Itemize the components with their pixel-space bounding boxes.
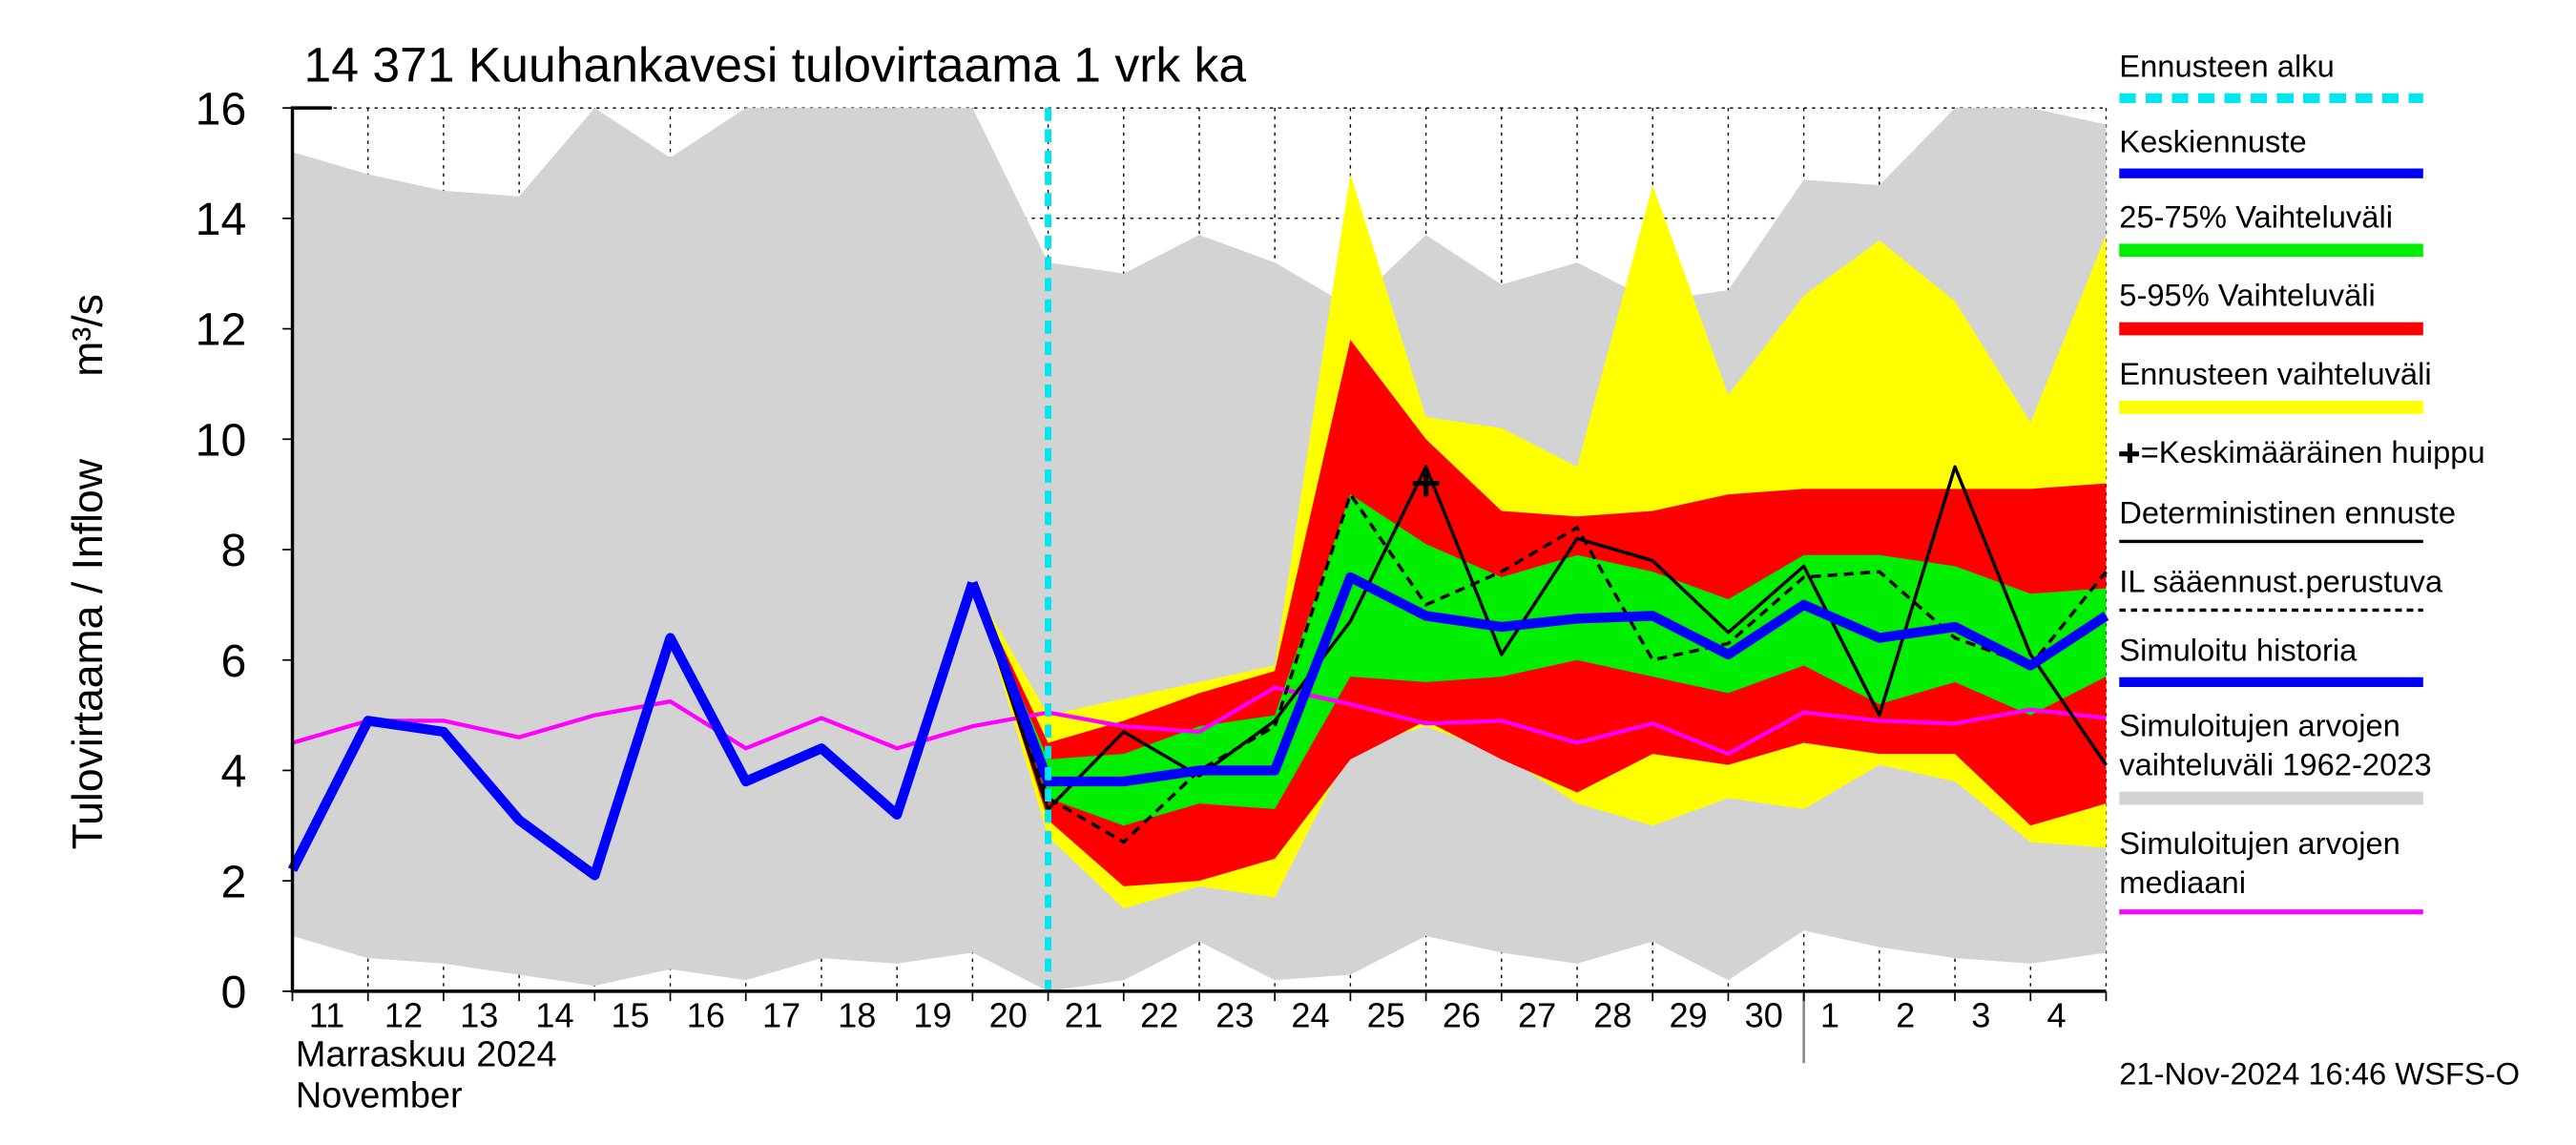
legend-item: Keskiennuste — [2119, 124, 2513, 178]
x-tick-label: 3 — [1971, 996, 1990, 1035]
x-tick-label: 30 — [1745, 996, 1783, 1035]
legend-swatch — [2119, 677, 2423, 688]
legend-item: Simuloitujen arvojen mediaani — [2119, 826, 2513, 914]
legend-item: 25-75% Vaihteluväli — [2119, 199, 2513, 258]
legend-item: Ennusteen alku — [2119, 49, 2513, 104]
legend-text: =Keskimääräinen huippu — [2140, 436, 2485, 471]
x-tick-label: 13 — [460, 996, 498, 1035]
legend-label: Keskiennuste — [2119, 126, 2307, 161]
series-line — [970, 465, 2108, 811]
legend-swatch — [2119, 93, 2423, 104]
legend-label: Simuloitujen arvojen vaihteluväli 1962-2… — [2119, 710, 2432, 784]
y-axis-unit: m³/s — [65, 294, 112, 377]
series-line — [291, 685, 2107, 757]
legend-swatch — [2119, 539, 2423, 544]
legend-swatch — [2119, 909, 2423, 914]
legend-label: =Keskimääräinen huippu — [2119, 435, 2513, 474]
legend-item: =Keskimääräinen huippu — [2119, 435, 2513, 474]
legend-swatch — [2119, 243, 2423, 258]
x-tick-label: 12 — [384, 996, 423, 1035]
footer: 21-Nov-2024 16:46 WSFS-O — [2119, 1056, 2520, 1092]
legend-swatch — [2119, 168, 2423, 178]
band-area — [972, 494, 2107, 826]
legend: Ennusteen alku Keskiennuste 25-75% Vaihtel… — [2119, 49, 2513, 934]
series-line — [967, 572, 2109, 787]
series-line — [970, 492, 2108, 844]
y-tick-label: 6 — [220, 635, 246, 687]
x-tick-label: 15 — [612, 996, 650, 1035]
legend-swatch — [2119, 791, 2423, 805]
legend-item: Simuloitu historia — [2119, 633, 2513, 688]
x-tick-label: 18 — [838, 996, 876, 1035]
legend-label: IL sääennust.perustuva — [2119, 566, 2443, 601]
x-axis-label: Marraskuu 2024 — [296, 1035, 557, 1075]
chart-title: 14 371 Kuuhankavesi tulovirtaama 1 vrk k… — [304, 37, 1247, 93]
y-tick-label: 0 — [220, 967, 246, 1018]
x-tick-label: 25 — [1367, 996, 1405, 1035]
legend-label: Simuloitu historia — [2119, 635, 2358, 670]
axis-frame — [290, 106, 2107, 993]
x-tick-label: 27 — [1518, 996, 1556, 1035]
y-tick-label: 16 — [196, 83, 247, 135]
y-tick-label: 8 — [220, 525, 246, 576]
legend-marker — [2119, 443, 2139, 464]
lines-layer — [287, 465, 2109, 881]
y-tick-label: 2 — [220, 856, 246, 907]
x-tick-label: 16 — [687, 996, 725, 1035]
legend-label: Deterministinen ennuste — [2119, 497, 2457, 532]
legend-label: Simuloitujen arvojen mediaani — [2119, 827, 2400, 902]
peak-marker — [1412, 469, 1440, 497]
y-tick-label: 12 — [196, 304, 247, 356]
x-tick-label: 2 — [1896, 996, 1915, 1035]
series-line — [287, 581, 978, 881]
bands-layer — [292, 108, 2107, 991]
legend-item: 5-95% Vaihteluväli — [2119, 278, 2513, 336]
x-tick-label: 4 — [2046, 996, 2066, 1035]
x-tick-label: 26 — [1443, 996, 1481, 1035]
legend-label: 25-75% Vaihteluväli — [2119, 200, 2394, 236]
x-tick-label: 17 — [762, 996, 800, 1035]
x-tick-label: 11 — [309, 996, 345, 1035]
legend-item: Simuloitujen arvojen vaihteluväli 1962-2… — [2119, 708, 2513, 805]
x-tick-label: 22 — [1140, 996, 1178, 1035]
legend-item: Ennusteen vaihteluväli — [2119, 357, 2513, 414]
legend-swatch — [2119, 322, 2423, 336]
x-tick-label: 24 — [1291, 996, 1329, 1035]
legend-item: IL sääennust.perustuva — [2119, 564, 2513, 613]
y-tick-label: 14 — [196, 194, 247, 245]
x-tick-label: 20 — [989, 996, 1028, 1035]
y-tick-label: 4 — [220, 746, 246, 798]
x-tick-label: 19 — [913, 996, 951, 1035]
legend-swatch — [2119, 608, 2423, 613]
x-tick-label: 1 — [1820, 996, 1839, 1035]
legend-label: Ennusteen alku — [2119, 51, 2335, 86]
x-tick-label: 21 — [1065, 996, 1103, 1035]
y-axis-label: Tulovirtaama / Inflow — [65, 458, 112, 849]
x-tick-label: 29 — [1669, 996, 1707, 1035]
legend-label: Ennusteen vaihteluväli — [2119, 358, 2432, 393]
x-tick-label: 23 — [1215, 996, 1254, 1035]
x-axis-label: November — [296, 1076, 463, 1116]
y-tick-label: 10 — [196, 415, 247, 467]
top-layer — [1045, 108, 1440, 991]
legend-item: Deterministinen ennuste — [2119, 495, 2513, 544]
legend-swatch — [2119, 401, 2423, 414]
x-tick-label: 28 — [1593, 996, 1631, 1035]
x-tick-label: 14 — [535, 996, 573, 1035]
legend-label: 5-95% Vaihteluväli — [2119, 280, 2376, 315]
